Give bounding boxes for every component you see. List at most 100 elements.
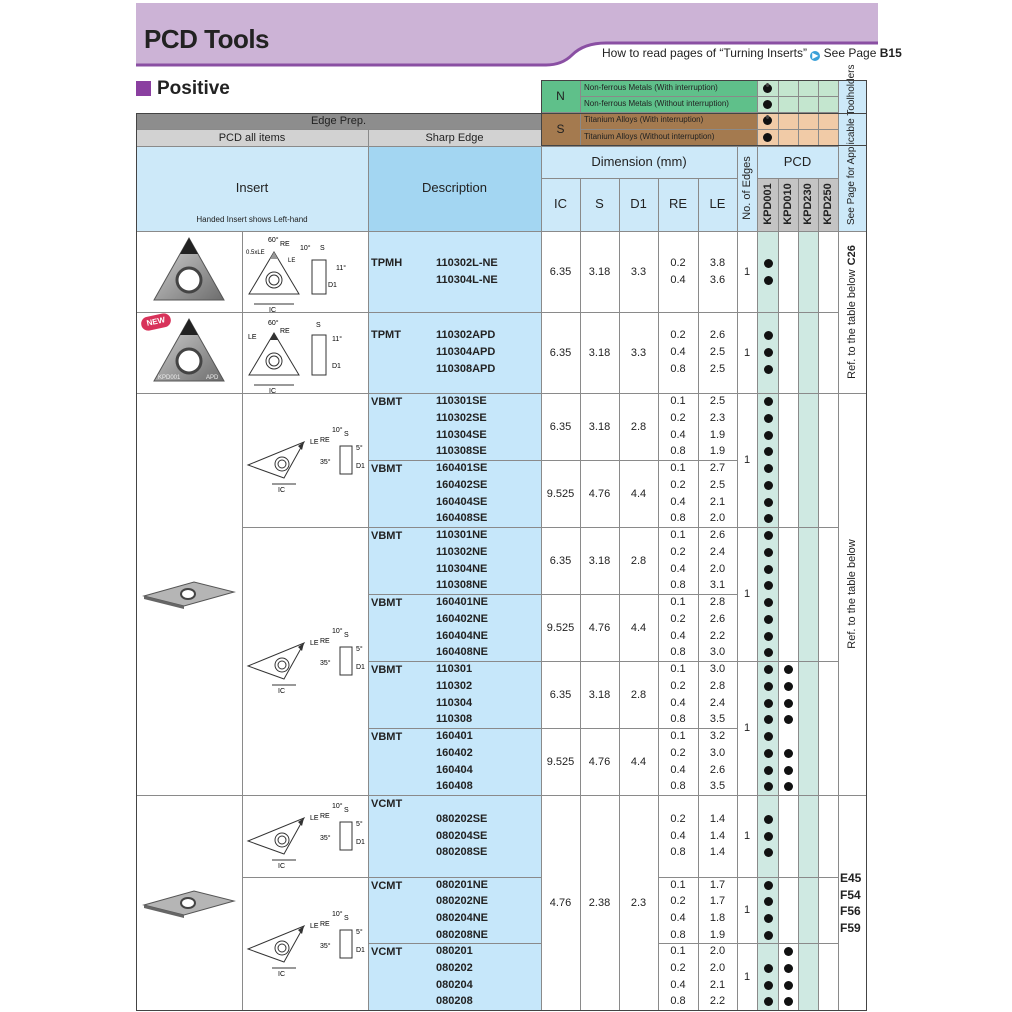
re-value: 0.8 [670, 846, 686, 859]
edges-value: 1 [743, 454, 751, 466]
le-value: 2.5 [709, 478, 726, 491]
stock-dot-icon [784, 698, 793, 708]
series-name: VBMT [371, 463, 403, 475]
grade-header-label: KPD250 [822, 183, 834, 225]
product-code[interactable]: 110301 [436, 663, 473, 676]
stock-dot-icon [763, 275, 773, 285]
stock-dot-icon [763, 447, 773, 457]
le-value: 3.8 [709, 256, 726, 269]
edges-value: 1 [743, 588, 751, 600]
product-code[interactable]: 160402SE [436, 478, 488, 491]
stock-dot-icon [763, 331, 773, 341]
product-code[interactable]: 160408 [436, 780, 473, 793]
re-value: 0.8 [670, 995, 686, 1008]
stock-dot-icon [763, 348, 773, 358]
product-code[interactable]: 110304L-NE [436, 273, 498, 286]
stock-dot-icon [763, 848, 773, 858]
grade-cell [778, 393, 799, 528]
dim-header-label: D1 [630, 196, 647, 211]
series-name: VBMT [371, 530, 403, 542]
stock-dot-icon [763, 413, 773, 423]
product-code[interactable]: 080202SE [436, 812, 488, 825]
product-code[interactable]: 110301SE [436, 395, 487, 408]
re-value: 0.2 [670, 961, 686, 974]
product-code[interactable]: 080208NE [436, 928, 488, 941]
grade-cell [798, 312, 819, 394]
stock-dot-icon [763, 581, 773, 591]
product-code[interactable]: 160408SE [436, 512, 488, 525]
series-name: VBMT [371, 597, 403, 609]
toolholder-page-link[interactable]: C26 [846, 245, 858, 266]
toolholder-page-link[interactable]: E45 [840, 871, 862, 885]
re-value: 0.2 [670, 256, 686, 269]
product-code[interactable]: 080204 [436, 978, 473, 991]
product-code[interactable]: 110302 [436, 679, 473, 692]
product-code[interactable]: 080202NE [436, 895, 488, 908]
product-code[interactable]: 160402 [436, 746, 473, 759]
grade-cell [778, 312, 799, 394]
toolholder-page-link[interactable]: F56 [840, 904, 861, 918]
product-code[interactable]: 110302NE [436, 545, 488, 558]
grade-cell [818, 877, 839, 944]
product-code[interactable]: 110304SE [436, 428, 487, 441]
material-label: Non-ferrous Metals (Without interruption… [584, 99, 729, 108]
header-band [136, 3, 878, 67]
product-code[interactable]: 080201 [436, 945, 473, 958]
stock-dot-icon [784, 947, 793, 957]
drawing-label: 10° [332, 627, 343, 635]
product-code[interactable]: 080208SE [436, 846, 488, 859]
product-code[interactable]: 110308SE [436, 445, 487, 458]
product-code[interactable]: 110302SE [436, 411, 487, 424]
grade-cell [818, 795, 839, 878]
drawing-label: IC [269, 388, 276, 395]
re-value: 0.4 [670, 629, 686, 642]
ref-label: Ref. to the table below [846, 269, 858, 379]
product-code[interactable]: 160402NE [436, 612, 488, 625]
product-code[interactable]: 110301NE [436, 529, 488, 542]
drawing-label: 5° [356, 645, 363, 653]
dim-ic-value: 4.76 [549, 896, 572, 909]
material-label: Non-ferrous Metals (With interruption) [584, 83, 718, 92]
dim-ic-value: 9.525 [546, 755, 575, 768]
product-code[interactable]: 160404 [436, 763, 473, 776]
product-code[interactable]: 160408NE [436, 646, 488, 659]
product-code[interactable]: 080208 [436, 995, 473, 1008]
dim-s-block [580, 728, 620, 796]
stock-dot-icon [784, 665, 793, 675]
product-code[interactable]: 110308APD [436, 362, 496, 375]
toolholder-page-link[interactable]: F59 [840, 920, 861, 935]
product-code[interactable]: 160404NE [436, 629, 488, 642]
product-code[interactable]: 110302L-NE [436, 256, 498, 269]
drawing-label: D1 [356, 839, 365, 846]
drawing-label: 0.5xLE [246, 250, 265, 256]
drawing-label: 10° [300, 244, 311, 252]
product-code[interactable]: 160404SE [436, 495, 488, 508]
re-value: 0.1 [670, 462, 686, 475]
product-code[interactable]: 110304 [436, 696, 473, 709]
product-code[interactable]: 080204NE [436, 912, 488, 924]
product-code[interactable]: 080201NE [436, 878, 488, 891]
le-value: 2.0 [709, 945, 726, 958]
pcd-all-items-label: PCD all items [218, 132, 286, 144]
product-code[interactable]: 160401NE [436, 596, 488, 609]
product-code[interactable]: 080202 [436, 961, 473, 974]
product-code[interactable]: 110308 [436, 713, 473, 726]
product-code[interactable]: 160401SE [436, 462, 488, 475]
series-name: VCMT [371, 946, 403, 958]
ref-label: Ref. to the table below [846, 539, 858, 649]
dim-d1-value: 2.8 [630, 554, 647, 567]
le-value: 3.1 [709, 579, 726, 592]
product-code[interactable]: 110308NE [436, 579, 488, 592]
product-code[interactable]: 160401 [436, 730, 473, 743]
toolholder-page-link[interactable]: F54 [840, 887, 861, 902]
stock-dot-icon [763, 914, 773, 923]
product-code[interactable]: 080204SE [436, 829, 488, 842]
product-code[interactable]: 110302APD [436, 329, 496, 342]
grade-cell [778, 877, 799, 944]
stock-dot-icon [763, 930, 773, 940]
stock-dot-icon [763, 514, 773, 524]
product-code[interactable]: 110304NE [436, 562, 488, 575]
see-page-link[interactable]: B15 [879, 46, 902, 60]
product-code[interactable]: 110304APD [436, 346, 496, 359]
insert-note: Handed Insert shows Left-hand [196, 215, 308, 224]
